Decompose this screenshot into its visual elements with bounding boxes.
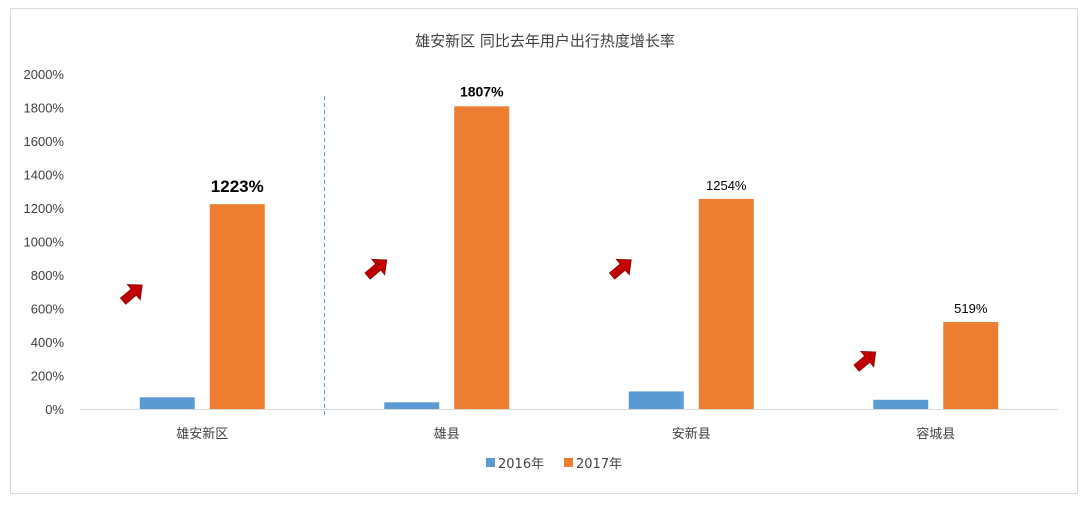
x-category-label: 雄县: [434, 427, 460, 442]
y-tick-label: 1800%: [24, 101, 65, 116]
y-tick-label: 1200%: [24, 201, 65, 216]
bar-2017: [209, 204, 265, 409]
trend-arrow-icon: [853, 351, 877, 372]
legend-label: 2017年: [576, 457, 622, 472]
bar-2016: [384, 402, 440, 409]
y-tick-label: 800%: [31, 268, 65, 283]
y-tick-label: 600%: [31, 302, 65, 317]
y-tick-label: 2000%: [24, 67, 65, 82]
data-label: 1254%: [706, 178, 747, 193]
y-tick-label: 1000%: [24, 235, 65, 250]
legend-swatch: [564, 458, 573, 467]
trend-arrow-shape: [608, 258, 632, 280]
x-category-label: 安新县: [672, 426, 711, 442]
arrows: [119, 258, 877, 372]
y-tick-label: 200%: [31, 369, 65, 384]
y-tick-label: 400%: [31, 335, 65, 350]
bar-2017: [943, 322, 999, 409]
y-tick-label: 1400%: [24, 168, 65, 183]
trend-arrow-icon: [608, 258, 632, 280]
legend-swatch: [486, 458, 495, 467]
x-category-label: 雄安新区: [176, 426, 228, 442]
trend-arrow-icon: [119, 284, 143, 305]
trend-arrow-shape: [119, 284, 143, 305]
chart-title: 雄安新区 同比去年用户出行热度增长率: [415, 32, 675, 50]
bar-2016: [139, 397, 195, 409]
legend-label: 2016年: [498, 457, 544, 472]
bar-2017: [454, 106, 510, 409]
trend-arrow-shape: [853, 351, 877, 372]
y-tick-label: 0%: [45, 402, 64, 417]
bar-2017: [698, 198, 754, 409]
x-axis: 雄安新区 雄县 安新县 容城县: [80, 96, 1058, 442]
bar-2016: [873, 399, 929, 409]
data-label: 519%: [954, 301, 988, 316]
trend-arrow-shape: [364, 258, 388, 280]
chart-frame: [10, 8, 1078, 494]
y-tick-label: 1600%: [24, 134, 65, 149]
bar-2016: [628, 391, 684, 409]
bars: [139, 106, 999, 409]
data-label: 1807%: [460, 83, 504, 99]
data-label: 1223%: [211, 177, 264, 196]
data-labels: 1223% 1807% 1254% 519%: [211, 83, 988, 316]
legend: 2016年 2017年: [486, 457, 622, 472]
y-axis: 0% 200% 400% 600% 800% 1000% 1200% 1400% 1600% 18…: [24, 67, 65, 417]
x-category-label: 容城县: [916, 426, 955, 442]
trend-arrow-icon: [364, 258, 388, 280]
